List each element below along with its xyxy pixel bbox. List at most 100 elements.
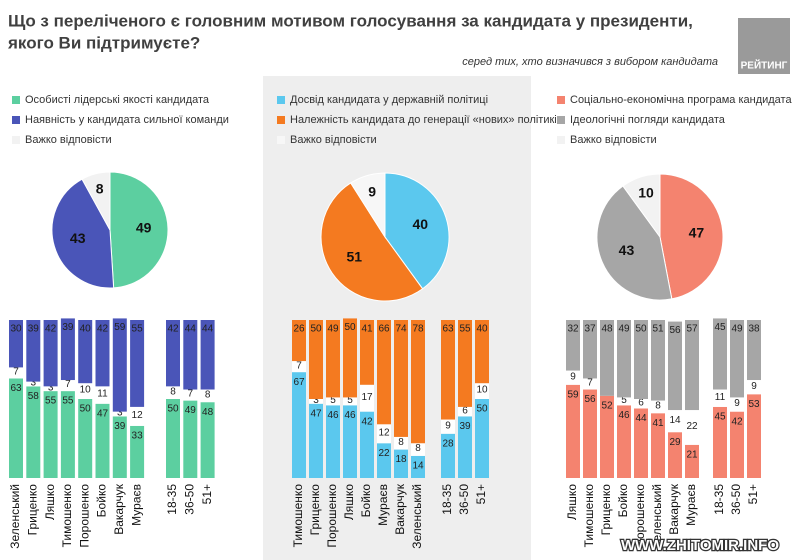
bar-value: 22 (686, 421, 698, 432)
bar-value: 63 (442, 324, 454, 335)
bar-segment (651, 320, 665, 401)
bar-value: 57 (686, 324, 698, 335)
bar-value: 44 (635, 413, 647, 424)
bar-segment (326, 320, 340, 398)
bar-segment (377, 320, 391, 425)
pie-label: 47 (689, 224, 705, 240)
bar-segment (634, 320, 648, 399)
bar-segment (713, 406, 727, 478)
bar-segment (668, 432, 682, 478)
legend-label: Досвід кандидата у державній політиці (290, 94, 488, 106)
bar-segment (95, 403, 110, 478)
bar-value: 37 (584, 324, 596, 335)
bar-value: 45 (714, 412, 726, 423)
pie-label: 43 (70, 230, 86, 246)
pie-label: 43 (619, 242, 635, 258)
legend-swatch (12, 116, 20, 124)
category-label: Порошенко (325, 484, 339, 548)
bar-segment (668, 321, 682, 411)
bar-segment (458, 416, 472, 478)
bar-value: 5 (621, 395, 627, 406)
pie-label: 51 (347, 249, 363, 265)
bar-segment (583, 378, 597, 390)
bar-segment (600, 395, 614, 478)
bar-segment (475, 383, 489, 399)
bar-value: 9 (734, 398, 740, 409)
bar-value: 44 (202, 324, 214, 335)
category-label: 51+ (746, 484, 760, 504)
bar-segment (651, 400, 665, 414)
category-label: Тимошенко (291, 484, 305, 548)
bar-value: 66 (378, 324, 390, 335)
bar-value: 14 (669, 415, 681, 426)
bar-segment (566, 320, 580, 371)
bar-segment (200, 389, 215, 403)
bar-segment (95, 386, 110, 404)
bar-value: 51 (652, 324, 664, 335)
bar-value: 39 (114, 421, 126, 432)
bar-value: 53 (748, 399, 760, 410)
bar-segment (343, 318, 357, 398)
bar-value: 11 (97, 389, 108, 400)
category-label: Бойко (95, 484, 109, 518)
bar-value: 63 (10, 383, 22, 394)
bar-segment (360, 384, 374, 412)
bar-value: 55 (459, 324, 471, 335)
pie-slice (51, 178, 115, 289)
bar-value: 7 (188, 389, 194, 400)
category-label: Ляшко (565, 484, 579, 520)
bar-segment (43, 320, 58, 387)
bar-segment (730, 320, 744, 398)
pie-slice (109, 171, 169, 289)
bar-value: 74 (395, 324, 407, 335)
category-label: Тимошенко (582, 484, 596, 548)
pie-slice (81, 171, 111, 231)
bar-segment (685, 444, 699, 478)
category-label: Мураєв (684, 484, 698, 526)
bar-segment (411, 443, 425, 456)
bar-value: 46 (344, 410, 356, 421)
bar-segment (60, 380, 75, 392)
bar-value: 9 (751, 381, 757, 392)
legend-label: Важко відповісти (290, 134, 377, 146)
bar-segment (26, 381, 41, 387)
bar-segment (441, 433, 455, 478)
bar-value: 7 (296, 360, 302, 371)
category-label: 51+ (200, 484, 214, 504)
bar-value: 5 (330, 395, 336, 406)
legend-label: Наявність у кандидата сильної команди (25, 114, 229, 126)
bar-value: 52 (601, 400, 613, 411)
bar-value: 8 (205, 389, 211, 400)
bar-value: 3 (48, 382, 54, 393)
category-label: Зеленський (8, 484, 22, 549)
category-label: Зеленський (410, 484, 424, 549)
bar-segment (200, 320, 215, 390)
bar-value: 44 (185, 324, 197, 335)
pie-slice (350, 172, 386, 239)
category-label: Тимошенко (60, 484, 74, 548)
category-label: Порошенко (633, 484, 647, 548)
bar-segment (183, 400, 198, 478)
bar-value: 47 (310, 408, 322, 419)
watermark: WWW.ZHITOMIR.INFO (621, 537, 779, 554)
bar-value: 8 (415, 443, 421, 454)
bar-segment (130, 425, 145, 478)
bar-value: 42 (731, 416, 743, 427)
bar-value: 39 (459, 421, 471, 432)
bar-segment (583, 389, 597, 478)
bar-value: 7 (13, 367, 19, 378)
bar-segment (43, 386, 58, 392)
bar-value: 29 (669, 437, 681, 448)
bar-segment (458, 406, 472, 417)
category-label: Ляшко (43, 484, 57, 520)
bar-segment (292, 320, 306, 362)
bar-value: 8 (398, 437, 404, 448)
bar-segment (343, 405, 357, 478)
pie-label: 40 (413, 216, 429, 232)
bar-segment (685, 320, 699, 411)
pie-slice (320, 182, 424, 302)
bar-segment (309, 399, 323, 404)
middle-panel-bg (263, 76, 531, 560)
bar-segment (377, 424, 391, 444)
